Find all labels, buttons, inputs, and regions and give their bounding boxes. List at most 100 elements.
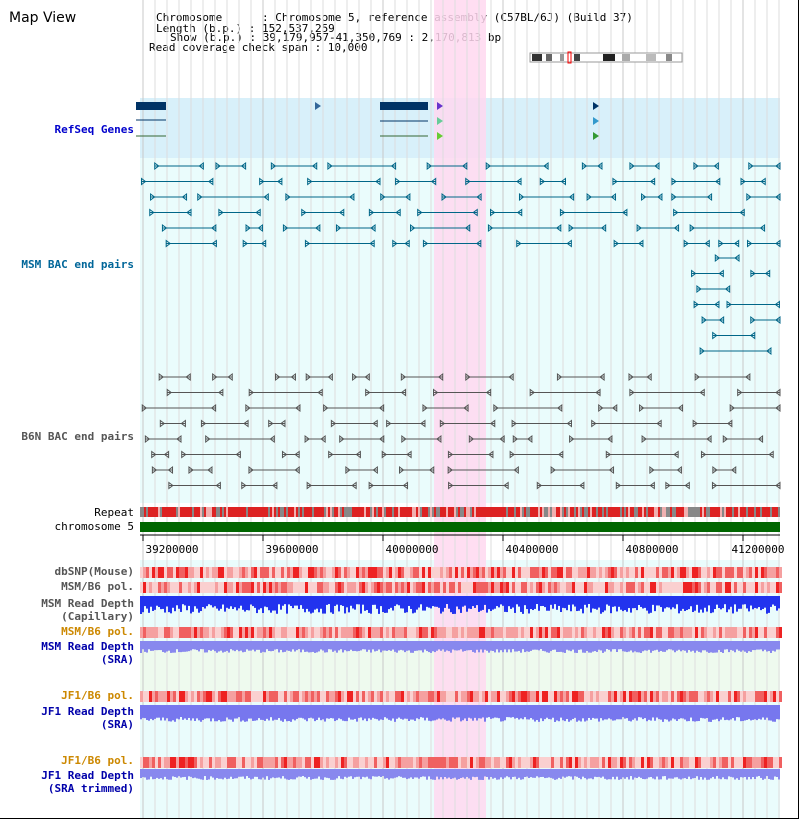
msm-b6-pol-sra-cell[interactable] xyxy=(458,627,461,638)
msm-depth-sra-bar[interactable] xyxy=(304,641,306,652)
msm-depth-sra-bar[interactable] xyxy=(556,641,558,652)
jf1-depth-sra-bar[interactable] xyxy=(270,705,272,718)
msm-depth-capillary-bar[interactable] xyxy=(670,596,672,610)
b6n-bac-pair-end[interactable] xyxy=(706,435,712,443)
jf1-b6-pol-trim-cell[interactable] xyxy=(632,757,635,768)
msm-b6-pol-cell[interactable] xyxy=(707,582,710,593)
msm-depth-sra-bar[interactable] xyxy=(650,641,652,653)
msm-depth-capillary-bar[interactable] xyxy=(774,596,776,606)
msm-depth-capillary-bar[interactable] xyxy=(472,596,474,607)
dbsnp-cell[interactable] xyxy=(362,567,365,578)
msm-depth-sra-bar[interactable] xyxy=(736,641,738,650)
jf1-b6-pol-cell[interactable] xyxy=(662,691,665,702)
msm-b6-pol-cell[interactable] xyxy=(170,582,173,593)
msm-depth-capillary-bar[interactable] xyxy=(718,596,720,609)
jf1-b6-pol-cell[interactable] xyxy=(692,691,695,702)
msm-depth-sra-bar[interactable] xyxy=(418,641,420,651)
jf1-depth-trim-bar[interactable] xyxy=(422,769,424,777)
dbsnp-cell[interactable] xyxy=(143,567,146,578)
jf1-depth-trim-bar[interactable] xyxy=(652,769,654,779)
jf1-depth-sra-bar[interactable] xyxy=(260,705,262,720)
msm-depth-sra-bar[interactable] xyxy=(506,641,508,653)
msm-bac-pair-end[interactable] xyxy=(349,193,355,201)
dbsnp-cell[interactable] xyxy=(632,567,635,578)
msm-depth-sra-bar[interactable] xyxy=(618,641,620,650)
msm-b6-pol-sra-cell[interactable] xyxy=(590,627,593,638)
msm-depth-capillary-bar[interactable] xyxy=(518,596,520,607)
jf1-depth-trim-bar[interactable] xyxy=(388,769,390,780)
jf1-depth-trim-bar[interactable] xyxy=(368,769,370,779)
msm-b6-pol-sra-cell[interactable] xyxy=(374,627,377,638)
msm-bac-pair-end[interactable] xyxy=(516,208,523,217)
jf1-read-depth-sra-label-1[interactable]: JF1 Read Depth xyxy=(41,705,134,718)
jf1-depth-trim-bar[interactable] xyxy=(172,769,174,777)
msm-depth-capillary-bar[interactable] xyxy=(442,596,444,612)
msm-depth-sra-bar[interactable] xyxy=(720,641,722,652)
jf1-b6-pol-trim-cell[interactable] xyxy=(692,757,695,768)
msm-bac-pair-end[interactable] xyxy=(568,224,574,232)
msm-depth-capillary-bar[interactable] xyxy=(238,596,240,609)
msm-b6-pol-cell[interactable] xyxy=(704,582,707,593)
dbsnp-cell[interactable] xyxy=(671,567,674,578)
jf1-b6-pol-cell[interactable] xyxy=(377,691,380,702)
jf1-depth-trim-bar[interactable] xyxy=(252,769,254,779)
dbsnp-cell[interactable] xyxy=(734,567,737,578)
jf1-depth-trim-bar[interactable] xyxy=(196,769,198,779)
dbsnp-cell[interactable] xyxy=(494,567,497,578)
jf1-depth-sra-bar[interactable] xyxy=(710,705,712,722)
jf1-b6-pol-cell[interactable] xyxy=(401,691,404,702)
msm-depth-sra-bar[interactable] xyxy=(760,641,762,650)
jf1-depth-sra-bar[interactable] xyxy=(746,705,748,720)
jf1-depth-trim-bar[interactable] xyxy=(586,769,588,780)
jf1-b6-pol-cell[interactable] xyxy=(257,691,260,702)
jf1-depth-sra-bar[interactable] xyxy=(282,705,284,722)
jf1-b6-pol-cell[interactable] xyxy=(617,691,620,702)
jf1-depth-trim-bar[interactable] xyxy=(340,769,342,779)
msm-b6-pol-cell[interactable] xyxy=(524,582,527,593)
msm-depth-sra-bar[interactable] xyxy=(358,641,360,652)
jf1-depth-trim-bar[interactable] xyxy=(328,769,330,779)
msm-depth-capillary-bar[interactable] xyxy=(374,596,376,605)
msm-depth-sra-bar[interactable] xyxy=(658,641,660,652)
jf1-depth-sra-bar[interactable] xyxy=(198,705,200,721)
jf1-b6-pol-cell[interactable] xyxy=(539,691,542,702)
jf1-b6-pol-trim-cell[interactable] xyxy=(554,757,557,768)
msm-bac-pair-end[interactable] xyxy=(560,177,567,186)
msm-depth-sra-bar[interactable] xyxy=(306,641,308,652)
msm-b6-pol-cell[interactable] xyxy=(617,582,620,593)
jf1-b6-pol-cell[interactable] xyxy=(704,691,707,702)
msm-bac-pair-end[interactable] xyxy=(555,224,562,232)
msm-b6-pol-cell[interactable] xyxy=(395,582,398,593)
jf1-b6-pol-cell[interactable] xyxy=(443,691,446,702)
msm-b6-pol-sra-cell[interactable] xyxy=(473,627,476,638)
dbsnp-cell[interactable] xyxy=(365,567,368,578)
msm-b6-pol-sra-cell[interactable] xyxy=(317,627,320,638)
msm-depth-capillary-bar[interactable] xyxy=(696,596,698,605)
msm-depth-sra-bar[interactable] xyxy=(560,641,562,652)
jf1-depth-sra-bar[interactable] xyxy=(438,705,440,719)
msm-depth-sra-bar[interactable] xyxy=(246,641,248,650)
b6n-bac-pair-end[interactable] xyxy=(512,435,519,443)
jf1-depth-sra-bar[interactable] xyxy=(368,705,370,719)
msm-b6-pol-cell[interactable] xyxy=(530,582,533,593)
msm-b6-pol-sra-cell[interactable] xyxy=(323,627,326,638)
msm-depth-capillary-bar[interactable] xyxy=(742,596,744,605)
jf1-b6-pol-cell[interactable] xyxy=(446,691,449,702)
jf1-b6-pol-trim-cell[interactable] xyxy=(158,757,161,768)
msm-b6-pol-sra-cell[interactable] xyxy=(719,627,722,638)
jf1-b6-pol-cell[interactable] xyxy=(182,691,185,702)
jf1-depth-sra-bar[interactable] xyxy=(194,705,196,721)
msm-b6-pol-cell[interactable] xyxy=(671,582,674,593)
jf1-depth-trim-bar[interactable] xyxy=(420,769,422,778)
jf1-b6-pol-trim-cell[interactable] xyxy=(602,757,605,768)
jf1-depth-trim-bar[interactable] xyxy=(630,769,632,777)
jf1-depth-sra-bar[interactable] xyxy=(636,705,638,721)
jf1-depth-trim-bar[interactable] xyxy=(714,769,716,779)
msm-b6-pol-cell[interactable] xyxy=(764,582,767,593)
msm-b6-pol-sra-cell[interactable] xyxy=(179,627,182,638)
dbsnp-cell[interactable] xyxy=(311,567,314,578)
jf1-depth-sra-bar[interactable] xyxy=(490,705,492,719)
jf1-depth-sra-bar[interactable] xyxy=(208,705,210,719)
jf1-depth-trim-bar[interactable] xyxy=(216,769,218,779)
msm-depth-sra-bar[interactable] xyxy=(194,641,196,650)
